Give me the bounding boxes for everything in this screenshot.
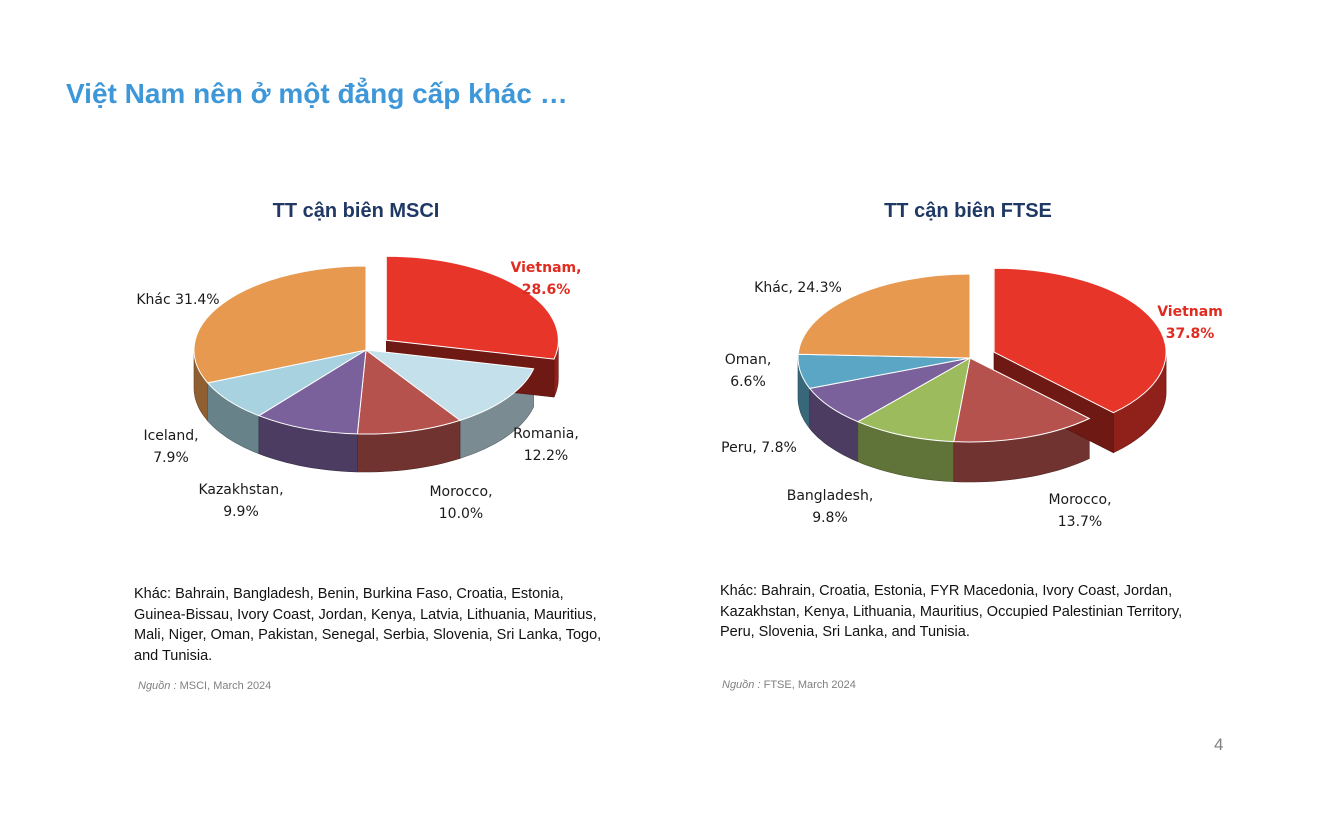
slice-label-morocco: Morocco, 13.7% xyxy=(1048,492,1111,530)
slice-label-line: Iceland, xyxy=(143,428,198,444)
slice-label-line: 10.0% xyxy=(439,506,483,522)
pie-slice-vietnam xyxy=(993,267,1167,414)
slice-label-line: Peru, 7.8% xyxy=(721,440,797,456)
pie-slice-morocco xyxy=(356,349,462,435)
source-line: Nguồn : FTSE, March 2024 xyxy=(722,679,856,691)
slice-label-line: Romania, xyxy=(513,426,579,442)
pie-tops xyxy=(193,255,559,435)
slice-label-peru: Peru, 7.8% xyxy=(721,440,797,456)
slice-label-line: Khác, 24.3% xyxy=(754,280,842,296)
slice-label-line: Kazakhstan, xyxy=(198,482,283,498)
others-note: Khác: Bahrain, Croatia, Estonia, FYR Mac… xyxy=(720,583,1183,640)
source-label: Nguồn : xyxy=(722,679,761,691)
pie-tops xyxy=(797,267,1167,443)
ftse-pie-chart: Vietnam 37.8% Morocco, 13.7% Bangladesh, 9.8%… xyxy=(721,267,1223,530)
ftse-chart-panel: TT cận biên FTSE Vietnam 37.8% Morocco, 13.… xyxy=(688,190,1248,710)
slice-label-line: 13.7% xyxy=(1058,514,1102,530)
msci-chart-panel: TT cận biên MSCI Vietnam, 28.6% Romania, 12… xyxy=(76,190,636,710)
pie-labels: Vietnam, 28.6% Romania, 12.2% Morocco, 10.0% K… xyxy=(136,260,581,522)
pie-slice-romania xyxy=(364,349,535,421)
slice-label-line: Morocco, xyxy=(1048,492,1111,508)
slice-label-line: Morocco, xyxy=(429,484,492,500)
pie-labels: Vietnam 37.8% Morocco, 13.7% Bangladesh, 9.8%… xyxy=(721,280,1223,530)
source-text: FTSE, March 2024 xyxy=(763,679,856,691)
pie-slice-khac xyxy=(797,273,971,359)
pie-slice-morocco xyxy=(953,357,1091,443)
msci-pie-chart: Vietnam, 28.6% Romania, 12.2% Morocco, 10.0% K… xyxy=(136,255,581,522)
slide-title: Việt Nam nên ở một đẳng cấp khác … xyxy=(66,78,568,109)
slice-label-romania: Romania, 12.2% xyxy=(513,426,579,464)
slice-label-line: Vietnam, xyxy=(511,260,582,276)
others-note: Khác: Bahrain, Bangladesh, Benin, Burkin… xyxy=(134,586,602,664)
slice-label-line: Oman, xyxy=(725,352,772,368)
chart-title: TT cận biên FTSE xyxy=(884,200,1052,222)
pie-slice-kazakhstan xyxy=(257,349,367,435)
page-number: 4 xyxy=(1214,735,1224,754)
slice-label-line: 12.2% xyxy=(524,448,568,464)
pie-slice-vietnam xyxy=(385,255,559,360)
source-text: MSCI, March 2024 xyxy=(179,680,272,692)
slice-label-vietnam: Vietnam, 28.6% xyxy=(511,260,582,298)
slice-label-morocco: Morocco, 10.0% xyxy=(429,484,492,522)
slice-label-kazakhstan: Kazakhstan, 9.9% xyxy=(198,482,283,520)
slice-label-line: 9.8% xyxy=(812,510,848,526)
source-label: Nguồn : xyxy=(138,680,177,692)
slice-label-bangladesh: Bangladesh, 9.8% xyxy=(787,488,874,526)
slice-label-line: Bangladesh, xyxy=(787,488,874,504)
slice-label-line: Khác 31.4% xyxy=(136,292,219,308)
slice-label-line: 6.6% xyxy=(730,374,766,390)
slice-label-iceland: Iceland, 7.9% xyxy=(143,428,198,466)
slice-label-oman: Oman, 6.6% xyxy=(725,352,772,390)
slice-label-line: Vietnam xyxy=(1157,304,1223,320)
slice-label-line: 37.8% xyxy=(1166,326,1215,342)
source-line: Nguồn : MSCI, March 2024 xyxy=(138,680,271,692)
slice-label-line: 28.6% xyxy=(522,282,571,298)
slice-label-khac: Khác 31.4% xyxy=(136,292,219,308)
pie-slice-bangladesh xyxy=(856,357,971,443)
slice-label-vietnam: Vietnam 37.8% xyxy=(1157,304,1223,342)
slice-label-line: 9.9% xyxy=(223,504,259,520)
slice-label-line: 7.9% xyxy=(153,450,189,466)
slice-label-khac: Khác, 24.3% xyxy=(754,280,842,296)
chart-title: TT cận biên MSCI xyxy=(272,200,440,222)
pie-slice-khac xyxy=(193,265,367,384)
